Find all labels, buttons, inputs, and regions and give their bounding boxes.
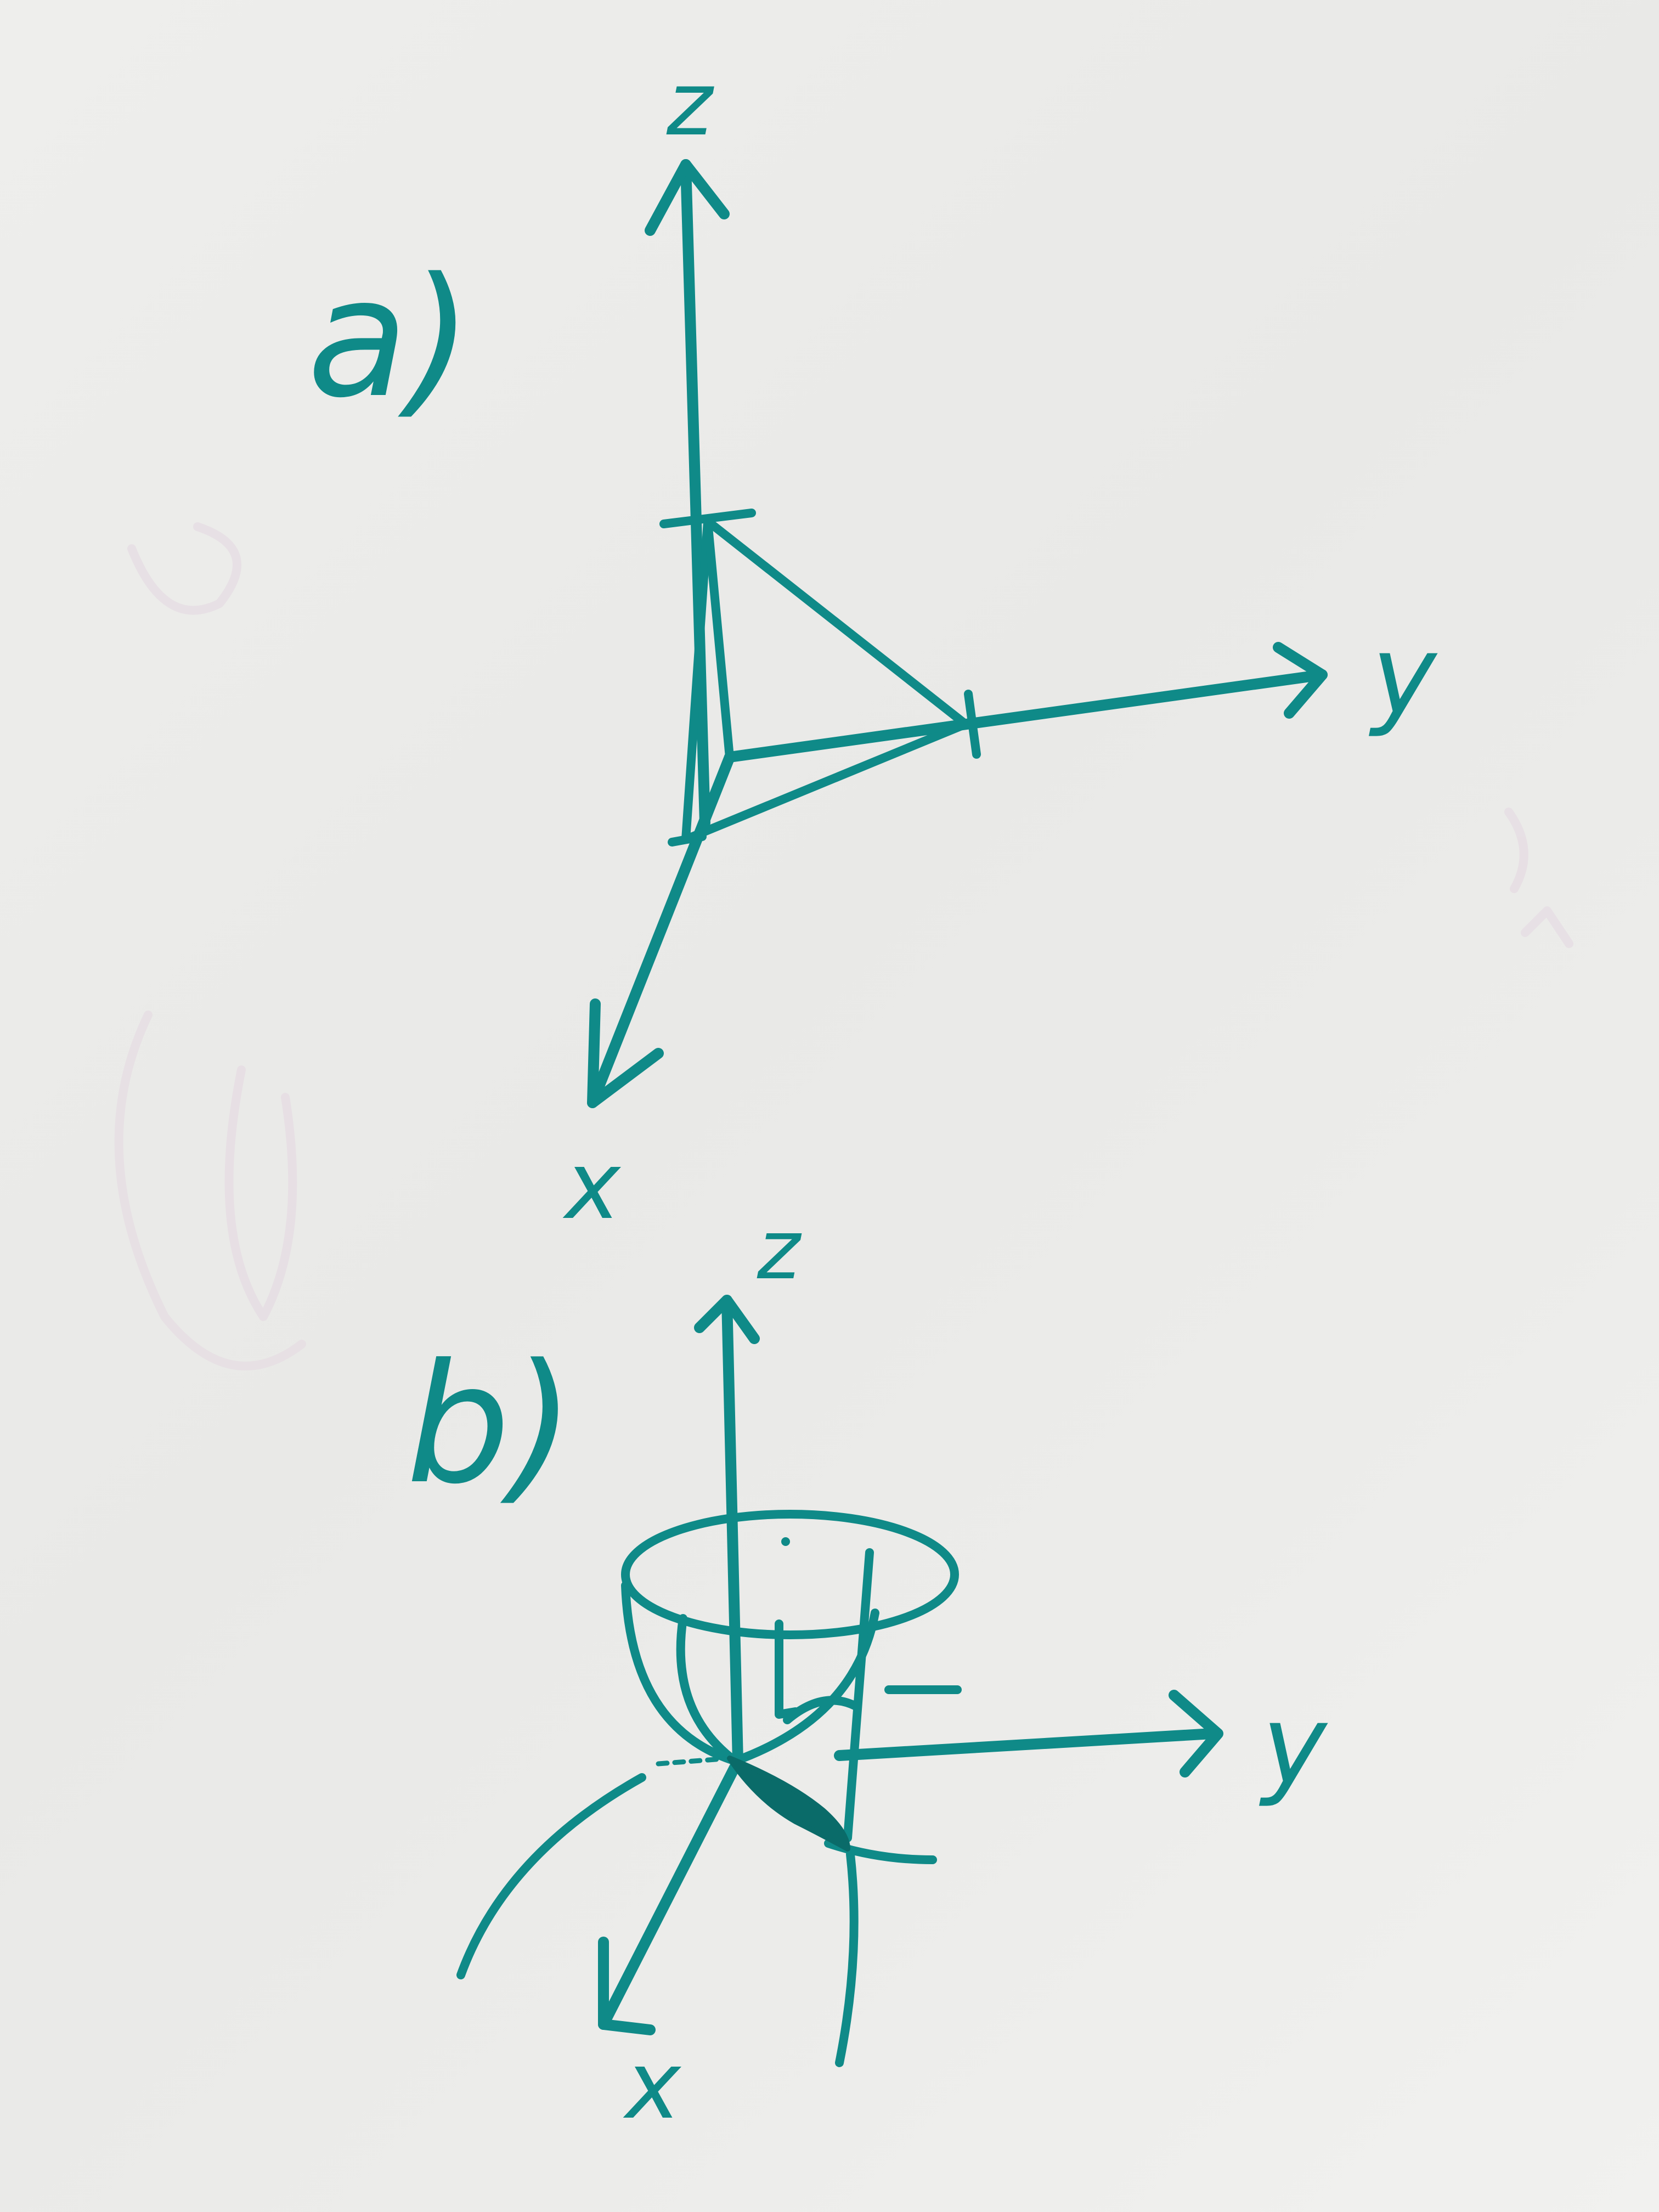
diagram-b-paraboloid-meridian-1 bbox=[676, 1614, 740, 1765]
diagram-a-tick-x bbox=[668, 832, 707, 847]
diagram-b-y-label: y bbox=[1259, 1681, 1328, 1809]
diagram-a-x-arrowhead-icon bbox=[587, 998, 664, 1108]
diagram-a-hidden-edge-z bbox=[703, 517, 734, 761]
diagram-a-tick-z bbox=[659, 509, 756, 528]
ghost-mark-5 bbox=[1521, 906, 1573, 948]
diagram-b-y-arrowhead-icon bbox=[1169, 1690, 1223, 1778]
diagram-b-paraboloid-rim bbox=[621, 1510, 959, 1639]
diagram-b-x-arrowhead-icon bbox=[598, 1937, 656, 2035]
diagram-a-x-axis bbox=[587, 752, 735, 1108]
diagram-a-z-axis bbox=[680, 159, 710, 828]
ghost-mark-1 bbox=[127, 522, 241, 615]
diagram-a: a) z y x bbox=[307, 53, 1438, 1240]
diagram-b-dashed-base bbox=[656, 1756, 732, 1767]
diagram-a-triangle-edge-yx bbox=[681, 720, 970, 844]
diagram-b-axes bbox=[598, 1295, 1223, 2035]
diagram-b-y-axis bbox=[834, 1728, 1218, 1761]
diagram-b-x-label: x bbox=[623, 2032, 682, 2140]
ghost-mark-2 bbox=[114, 1011, 306, 1370]
diagram-a-y-arrowhead-icon bbox=[1273, 642, 1328, 719]
diagram-a-triangle-edge-zy bbox=[703, 517, 970, 729]
diagram-b-shaded-region bbox=[727, 1756, 850, 1852]
diagram-b-lower-right-curve bbox=[835, 1850, 859, 2067]
diagram-b-z-label: z bbox=[757, 1203, 802, 1298]
diagram-a-x-label: x bbox=[562, 1132, 622, 1240]
ghost-mark-3 bbox=[224, 1065, 297, 1321]
diagram-b-rim-center-dot bbox=[781, 1537, 790, 1546]
diagram-a-y-label: y bbox=[1369, 612, 1438, 740]
diagram-b-paraboloid bbox=[456, 1510, 962, 2067]
diagram-a-triangle-edge-xz bbox=[681, 517, 712, 844]
diagram-a-z-label: z bbox=[666, 53, 714, 155]
diagram-a-tick-y bbox=[964, 690, 981, 759]
diagram-b: b) bbox=[406, 1203, 1328, 2140]
diagram-a-triangle bbox=[659, 509, 981, 847]
diagram-a-z-arrowhead-icon bbox=[645, 159, 730, 236]
diagram-b-lower-left-curve bbox=[456, 1773, 646, 1979]
diagram-a-hidden-edge-y bbox=[725, 720, 970, 761]
diagram-a-label: a) bbox=[307, 242, 472, 434]
diagram-b-z-arrowhead-icon bbox=[694, 1295, 760, 1344]
diagram-b-inner-curve bbox=[783, 1696, 860, 1724]
diagram-b-paraboloid-left-side bbox=[621, 1581, 740, 1765]
diagram-b-z-axis bbox=[721, 1295, 743, 1767]
ghost-mark-4 bbox=[1504, 808, 1528, 893]
show-through-marks bbox=[114, 522, 1573, 1370]
diagram-b-x-axis bbox=[598, 1756, 743, 2030]
diagram-b-right-vertical-line bbox=[843, 1548, 874, 1842]
diagram-b-label: b) bbox=[406, 1329, 574, 1520]
